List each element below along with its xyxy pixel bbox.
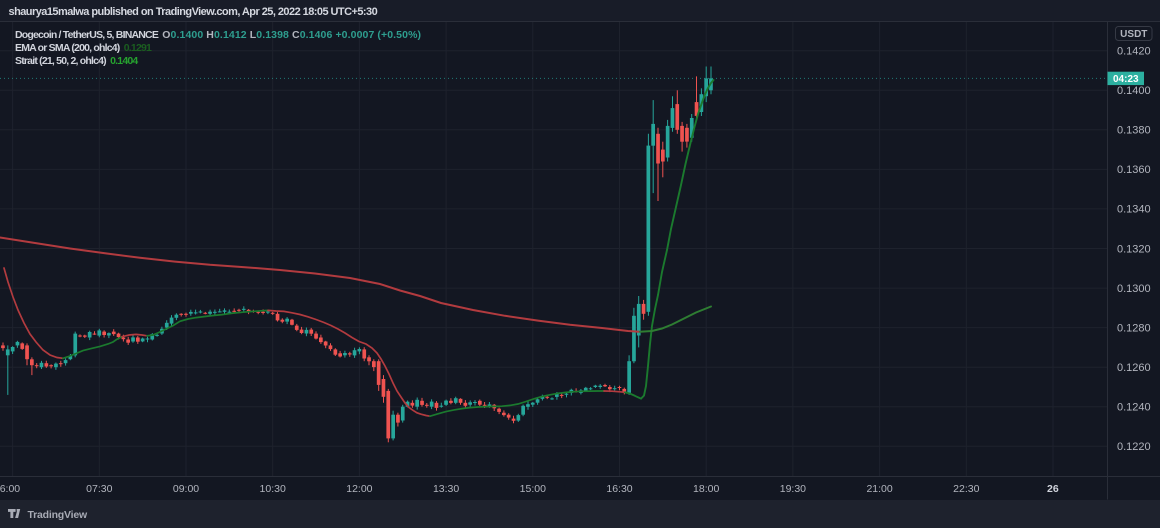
svg-text:0.1220: 0.1220 [1117,441,1151,453]
svg-text:0.1340: 0.1340 [1117,204,1151,216]
svg-text:0.1280: 0.1280 [1117,322,1151,334]
svg-text:10:30: 10:30 [260,483,286,495]
svg-text:0.1300: 0.1300 [1117,283,1151,295]
svg-text:21:00: 21:00 [866,483,892,495]
svg-text:12:00: 12:00 [346,483,372,495]
svg-text:0.1260: 0.1260 [1117,362,1151,374]
svg-text:0.1320: 0.1320 [1117,243,1151,255]
svg-text:19:30: 19:30 [780,483,806,495]
svg-text:26: 26 [1047,483,1059,495]
svg-text:04:23: 04:23 [1113,74,1139,85]
svg-text:15:00: 15:00 [520,483,546,495]
svg-text:0.1380: 0.1380 [1117,125,1151,137]
svg-text:USDT: USDT [1120,29,1147,40]
svg-text:18:00: 18:00 [693,483,719,495]
svg-text:0.1420: 0.1420 [1117,46,1151,58]
svg-text:0.1360: 0.1360 [1117,164,1151,176]
svg-text:07:30: 07:30 [86,483,112,495]
svg-text:06:00: 06:00 [0,483,20,495]
svg-text:0.1400: 0.1400 [1117,85,1151,97]
svg-text:09:00: 09:00 [173,483,199,495]
svg-text:16:30: 16:30 [606,483,632,495]
svg-text:22:30: 22:30 [953,483,979,495]
svg-text:0.1240: 0.1240 [1117,402,1151,414]
svg-text:13:30: 13:30 [433,483,459,495]
